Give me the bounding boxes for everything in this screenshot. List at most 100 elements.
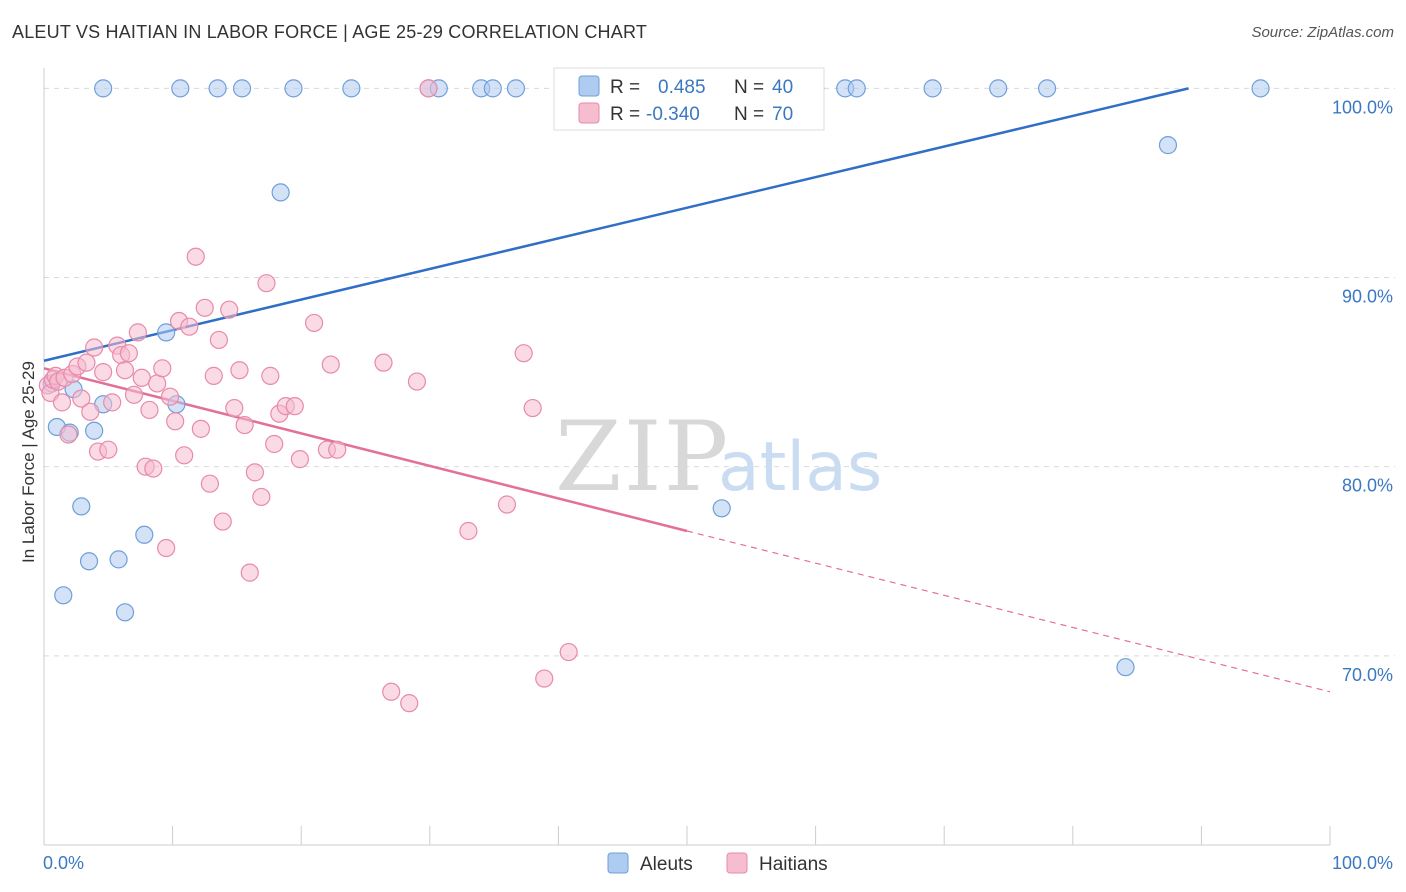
axes	[43, 68, 1331, 846]
haitian-point	[186, 247, 205, 266]
haitian-point	[128, 323, 147, 342]
haitian-trend-line	[43, 367, 688, 533]
haitian-point	[180, 317, 199, 336]
aleut-point	[232, 79, 252, 98]
aleut-point	[1251, 79, 1270, 98]
aleut-point	[506, 79, 526, 98]
haitian-point	[140, 400, 159, 420]
haitian-point	[407, 372, 427, 391]
haitian-point	[99, 440, 118, 459]
legend-bottom: Aleuts Haitians	[607, 852, 828, 875]
haitian-point	[209, 330, 228, 350]
haitian-point	[245, 463, 265, 482]
haitian-point	[252, 487, 271, 507]
legend-swatch-haitians	[578, 102, 600, 124]
haitian-point	[77, 353, 96, 372]
aleut-point	[171, 79, 190, 98]
aleut-point	[284, 79, 303, 98]
y-tick-label: 90.0%	[1342, 287, 1393, 307]
y-tick-label: 70.0%	[1342, 665, 1393, 685]
source-label: Source: ZipAtlas.com	[1251, 24, 1394, 41]
aleut-point	[157, 323, 176, 342]
trend-lines	[43, 87, 1331, 693]
haitian-point	[195, 298, 214, 317]
aleut-point	[847, 79, 866, 98]
legend-r-label: R =	[610, 104, 640, 125]
y-axis-title: In Labor Force | Age 25-29	[19, 361, 38, 563]
watermark: ZIP atlas	[555, 401, 882, 513]
aleut-point	[94, 79, 113, 98]
haitian-point	[225, 398, 244, 418]
haitian-point	[265, 434, 284, 454]
aleut-point	[271, 183, 290, 202]
haitian-point	[523, 398, 542, 418]
aleut-point	[923, 79, 942, 98]
haitian-point	[132, 368, 151, 387]
haitian-point	[230, 361, 249, 380]
haitian-point	[119, 344, 138, 363]
haitian-point	[124, 385, 144, 404]
aleut-point	[85, 421, 104, 440]
aleut-point	[208, 79, 227, 98]
haitian-point	[559, 642, 578, 662]
y-tick-labels: 70.0% 80.0% 90.0% 100.0%	[1332, 97, 1393, 684]
legend-n-value: 40	[772, 77, 793, 98]
haitian-point	[514, 344, 533, 363]
haitian-point	[204, 366, 223, 385]
haitian-point	[157, 538, 176, 558]
haitian-point	[94, 363, 113, 382]
haitian-point	[290, 450, 310, 469]
aleut-point	[1158, 136, 1178, 155]
x-tick-labels: 0.0% 100.0%	[43, 853, 1393, 873]
data-points	[38, 79, 1270, 713]
aleut-point	[342, 79, 361, 98]
haitian-point	[321, 355, 340, 374]
aleut-point	[1116, 658, 1135, 677]
aleut-point	[1037, 79, 1057, 98]
haitian-point	[400, 694, 419, 713]
legend-bottom-aleuts: Aleuts	[640, 854, 693, 875]
legend-r-label: R =	[610, 77, 640, 98]
haitian-point	[382, 682, 401, 701]
haitian-point	[261, 366, 280, 385]
haitian-point	[213, 512, 232, 531]
haitian-point	[374, 353, 393, 372]
haitian-point	[144, 459, 163, 478]
haitian-point	[220, 300, 239, 319]
haitian-point	[328, 440, 347, 459]
legend-bottom-haitians: Haitians	[759, 854, 828, 875]
haitian-point	[160, 387, 180, 406]
aleut-point	[109, 550, 128, 569]
haitian-point	[148, 374, 167, 393]
haitian-point	[419, 79, 438, 98]
haitian-point	[81, 402, 100, 421]
haitian-point	[85, 338, 104, 357]
legend-r-value: 0.485	[658, 77, 706, 98]
haitian-point	[235, 415, 254, 435]
haitian-point	[304, 313, 324, 333]
aleut-point	[72, 497, 91, 516]
haitian-point	[285, 397, 304, 416]
legend-r-value: -0.340	[646, 104, 700, 125]
haitian-trend-extension	[686, 530, 1331, 693]
haitian-point	[191, 419, 210, 438]
haitian-point	[115, 361, 135, 380]
haitian-point	[497, 495, 517, 514]
legend-top: R = 0.485 N = 40 R = -0.340 N = 70	[553, 67, 825, 131]
legend-bottom-swatch-aleuts	[607, 852, 629, 874]
aleut-point	[135, 525, 154, 544]
aleut-point	[712, 499, 731, 518]
haitian-point	[535, 669, 554, 688]
y-tick-label: 100.0%	[1332, 97, 1393, 117]
haitian-point	[175, 446, 194, 465]
haitian-point	[166, 412, 185, 431]
legend-n-label: N =	[734, 77, 764, 98]
haitian-point	[240, 563, 259, 582]
x-tick-label: 0.0%	[43, 853, 84, 873]
haitian-point	[200, 474, 219, 493]
aleut-point	[54, 586, 73, 605]
y-tick-label: 80.0%	[1342, 476, 1393, 496]
haitian-point	[52, 393, 72, 412]
legend-n-label: N =	[734, 104, 764, 125]
haitian-point	[257, 274, 276, 293]
